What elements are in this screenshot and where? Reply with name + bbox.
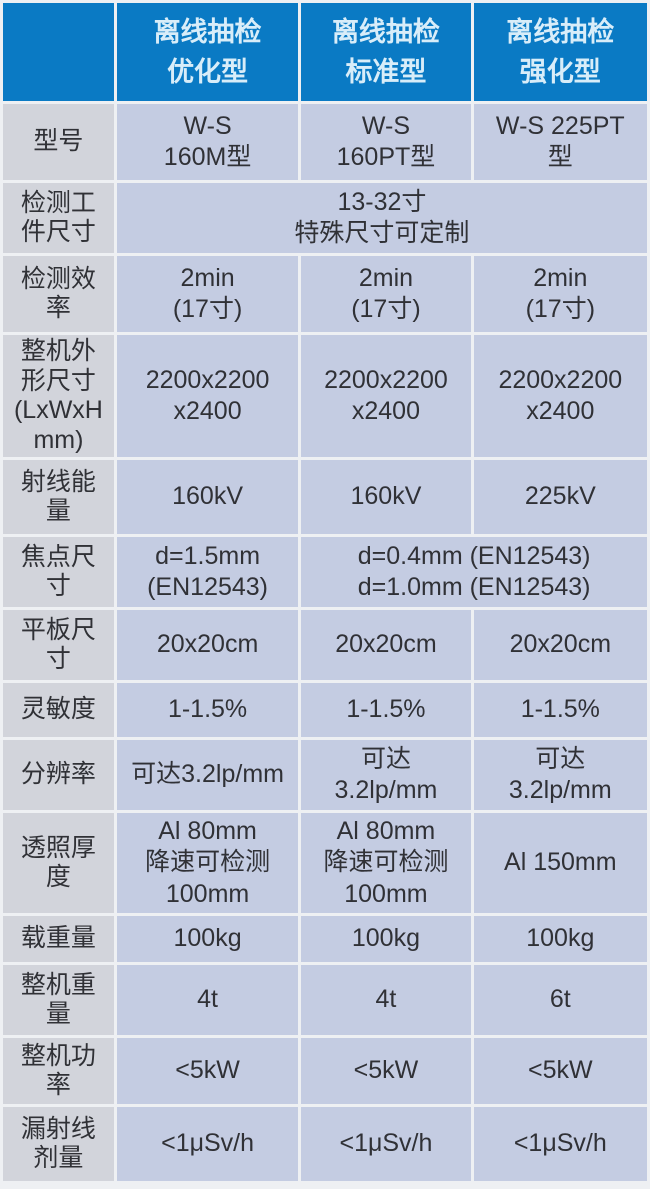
spec-cell: 100kg	[116, 916, 299, 962]
spec-cell: 20x20cm	[473, 610, 647, 680]
header-col-optimized: 离线抽检 优化型	[116, 3, 299, 101]
spec-cell: 100kg	[301, 916, 471, 962]
row-label: 检测效 率	[3, 256, 114, 332]
spec-cell: 1-1.5%	[473, 683, 647, 737]
spec-cell: d=1.5mm (EN12543)	[116, 537, 299, 607]
spec-row-leakage-dose: 漏射线 剂量 <1μSv/h <1μSv/h <1μSv/h	[3, 1107, 647, 1181]
spec-cell: 2200x2200 x2400	[116, 335, 299, 457]
spec-cell: 可达 3.2lp/mm	[301, 740, 471, 810]
spec-cell: 可达 3.2lp/mm	[473, 740, 647, 810]
row-label: 焦点尺 寸	[3, 537, 114, 607]
spec-cell: 2min (17寸)	[473, 256, 647, 332]
spec-cell: 2min (17寸)	[116, 256, 299, 332]
spec-cell: 1-1.5%	[301, 683, 471, 737]
spec-row-focal-spot: 焦点尺 寸 d=1.5mm (EN12543) d=0.4mm (EN12543…	[3, 537, 647, 607]
header-corner-cell	[3, 3, 114, 101]
spec-cell: 4t	[301, 965, 471, 1035]
spec-cell: <1μSv/h	[301, 1107, 471, 1181]
spec-cell: 160kV	[301, 460, 471, 534]
spec-row-efficiency: 检测效 率 2min (17寸) 2min (17寸) 2min (17寸)	[3, 256, 647, 332]
spec-cell-merged: 13-32寸 特殊尺寸可定制	[116, 183, 647, 253]
spec-cell: 2200x2200 x2400	[301, 335, 471, 457]
row-label: 射线能 量	[3, 460, 114, 534]
row-label: 整机外 形尺寸 (LxWxH mm)	[3, 335, 114, 457]
spec-cell: <5kW	[473, 1038, 647, 1104]
row-label: 漏射线 剂量	[3, 1107, 114, 1181]
spec-cell: 100kg	[473, 916, 647, 962]
spec-row-sensitivity: 灵敏度 1-1.5% 1-1.5% 1-1.5%	[3, 683, 647, 737]
row-label: 透照厚 度	[3, 813, 114, 913]
spec-cell: 6t	[473, 965, 647, 1035]
header-col-enhanced: 离线抽检 强化型	[473, 3, 647, 101]
spec-cell: 160kV	[116, 460, 299, 534]
spec-cell: Al 80mm 降速可检测 100mm	[116, 813, 299, 913]
spec-cell: W-S 160PT型	[301, 104, 471, 180]
spec-cell-merged: d=0.4mm (EN12543) d=1.0mm (EN12543)	[301, 537, 647, 607]
spec-row-resolution: 分辨率 可达3.2lp/mm 可达 3.2lp/mm 可达 3.2lp/mm	[3, 740, 647, 810]
row-label: 载重量	[3, 916, 114, 962]
spec-row-machine-power: 整机功 率 <5kW <5kW <5kW	[3, 1038, 647, 1104]
spec-cell: <1μSv/h	[116, 1107, 299, 1181]
spec-row-ray-energy: 射线能 量 160kV 160kV 225kV	[3, 460, 647, 534]
spec-cell: <5kW	[116, 1038, 299, 1104]
spec-cell: <1μSv/h	[473, 1107, 647, 1181]
spec-cell: W-S 160M型	[116, 104, 299, 180]
spec-cell: 2200x2200 x2400	[473, 335, 647, 457]
spec-cell: 20x20cm	[116, 610, 299, 680]
spec-row-model: 型号 W-S 160M型 W-S 160PT型 W-S 225PT 型	[3, 104, 647, 180]
row-label: 整机功 率	[3, 1038, 114, 1104]
spec-row-penetration-thickness: 透照厚 度 Al 80mm 降速可检测 100mm Al 80mm 降速可检测 …	[3, 813, 647, 913]
spec-cell: 1-1.5%	[116, 683, 299, 737]
spec-row-workpiece-size: 检测工 件尺寸 13-32寸 特殊尺寸可定制	[3, 183, 647, 253]
row-label: 检测工 件尺寸	[3, 183, 114, 253]
spec-cell: <5kW	[301, 1038, 471, 1104]
header-col-standard: 离线抽检 标准型	[301, 3, 471, 101]
spec-cell: 20x20cm	[301, 610, 471, 680]
spec-cell: 2min (17寸)	[301, 256, 471, 332]
row-label: 型号	[3, 104, 114, 180]
row-label: 灵敏度	[3, 683, 114, 737]
spec-cell: 可达3.2lp/mm	[116, 740, 299, 810]
spec-cell: Al 80mm 降速可检测 100mm	[301, 813, 471, 913]
spec-cell: 225kV	[473, 460, 647, 534]
spec-cell: 4t	[116, 965, 299, 1035]
spec-row-machine-weight: 整机重 量 4t 4t 6t	[3, 965, 647, 1035]
spec-row-load-capacity: 载重量 100kg 100kg 100kg	[3, 916, 647, 962]
spec-cell: Al 150mm	[473, 813, 647, 913]
row-label: 平板尺 寸	[3, 610, 114, 680]
row-label: 整机重 量	[3, 965, 114, 1035]
spec-cell: W-S 225PT 型	[473, 104, 647, 180]
spec-row-dimensions: 整机外 形尺寸 (LxWxH mm) 2200x2200 x2400 2200x…	[3, 335, 647, 457]
spec-row-panel-size: 平板尺 寸 20x20cm 20x20cm 20x20cm	[3, 610, 647, 680]
row-label: 分辨率	[3, 740, 114, 810]
header-row: 离线抽检 优化型 离线抽检 标准型 离线抽检 强化型	[3, 3, 647, 101]
